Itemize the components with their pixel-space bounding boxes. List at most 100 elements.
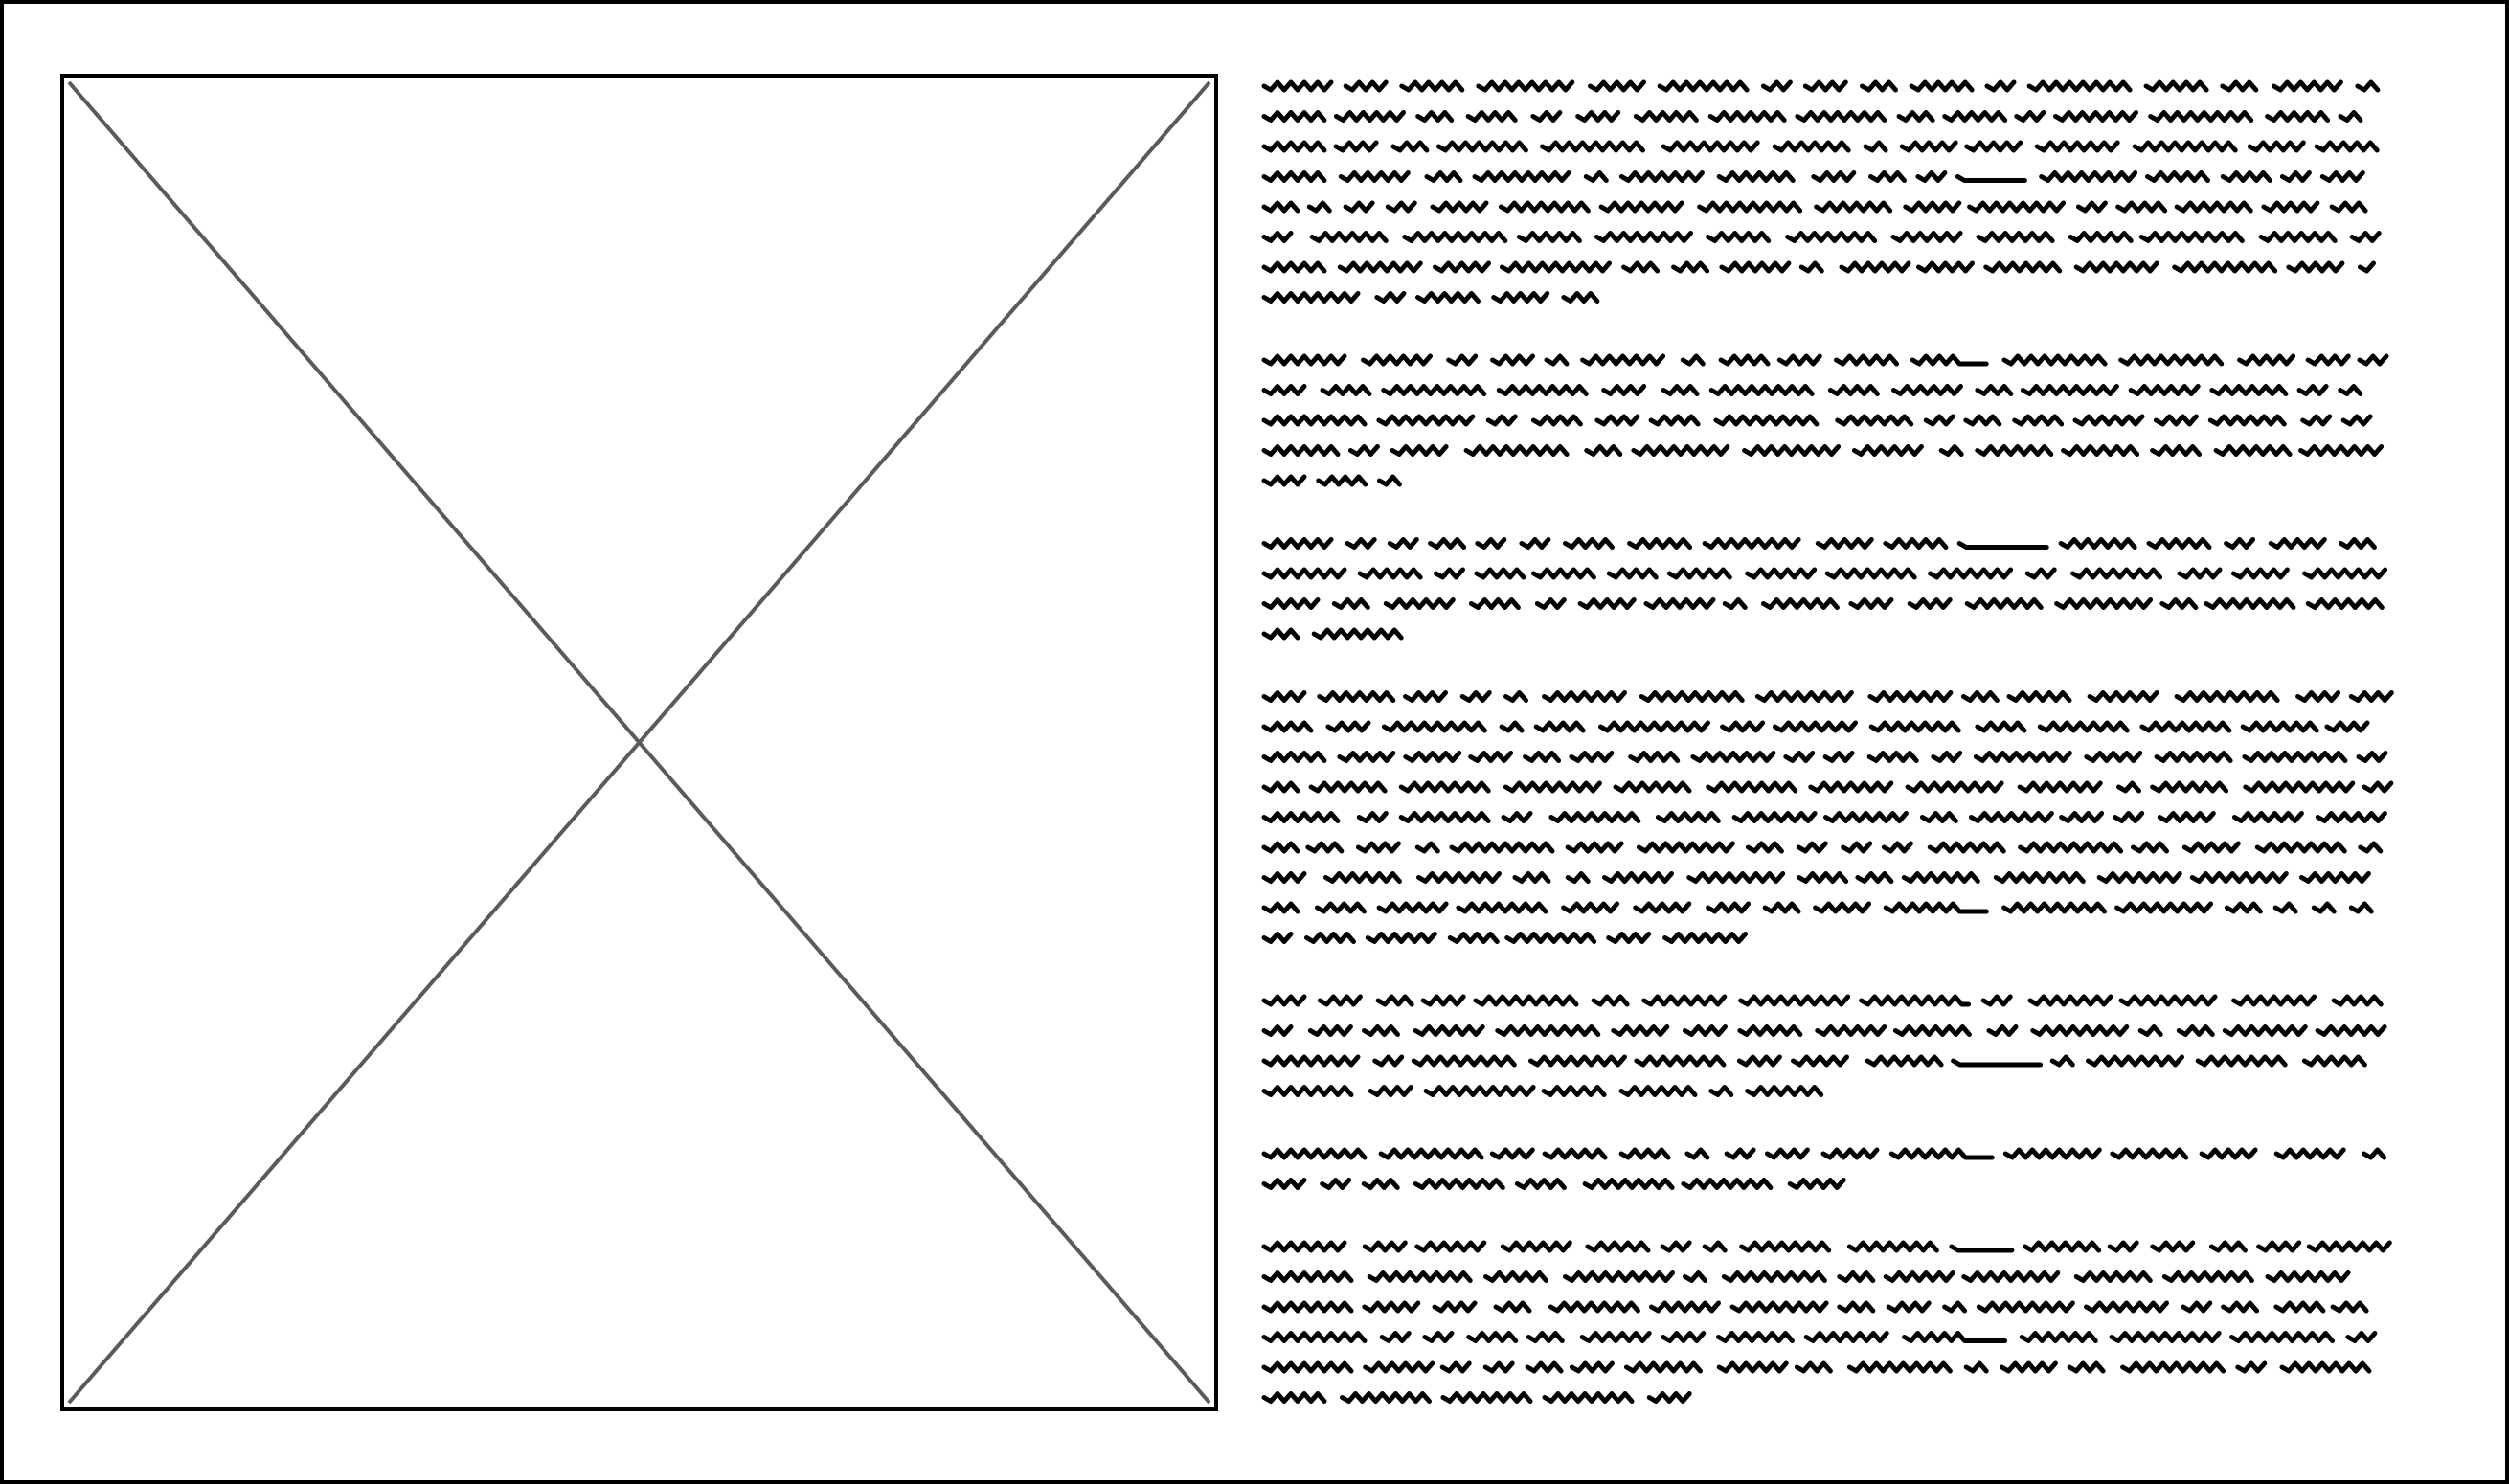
- scribble-word: [2237, 353, 2296, 367]
- scribble-word: [1390, 140, 1430, 153]
- scribble-word: [1791, 1054, 1849, 1068]
- scribble-word: [1628, 751, 1681, 763]
- scribble-word: [1891, 384, 1963, 396]
- scribble-word: [1899, 140, 1958, 153]
- scribble-word: [2272, 901, 2298, 914]
- scribble-word: [1261, 200, 1300, 214]
- scribble-word: [1565, 871, 1591, 884]
- scribble-word: [1594, 231, 1693, 243]
- scribble-line: [1261, 932, 1749, 944]
- scribble-word: [2235, 1360, 2268, 1374]
- scribble-line: [1261, 79, 2381, 93]
- scribble-word: [1500, 260, 1612, 274]
- scribble-word: [1919, 811, 1958, 823]
- scribble-word: [1794, 1360, 1833, 1374]
- scribble-line: [1261, 260, 2376, 274]
- scribble-word: [2207, 414, 2287, 427]
- scribble-word: [1378, 1147, 1484, 1160]
- scribble-word: [1680, 353, 1706, 367]
- scribble-word: [1886, 1300, 1932, 1314]
- scribble-word: [1365, 932, 1437, 944]
- scribble-word: [1776, 353, 1822, 367]
- scribble-word: [2311, 901, 2337, 914]
- scribble-word: [1387, 537, 1419, 550]
- scribble-word: [1787, 1178, 1846, 1190]
- scribble-word: [2315, 811, 2387, 823]
- scribble-word: [1311, 627, 1404, 641]
- scribble-word: [2128, 384, 2201, 396]
- scribble-word: [1577, 597, 1637, 610]
- scribble-word: [1868, 720, 1961, 733]
- scribble-line: [1261, 1300, 2369, 1314]
- scribble-word: [2115, 200, 2168, 214]
- scribble-word: [1967, 200, 2067, 214]
- scribble-word: [2138, 231, 2245, 243]
- scribble-word: [1501, 811, 1533, 823]
- scribble-word: [1905, 780, 2004, 794]
- scribble-word: [2110, 1147, 2189, 1160]
- scribble-line: [1261, 537, 2377, 550]
- scribble-word: [1896, 110, 1935, 123]
- scribble-line: [1261, 1054, 2367, 1068]
- image-placeholder-diagonal-2: [67, 80, 1211, 1405]
- scribble-word: [1824, 567, 1917, 580]
- scribble-word: [1706, 780, 1798, 794]
- scribble-word: [2116, 780, 2141, 794]
- scribble-word: [1413, 1178, 1505, 1190]
- scribble-line: [1261, 627, 1404, 641]
- scribble-word: [1434, 567, 1465, 580]
- scribble-word: [2222, 1024, 2308, 1037]
- scribble-word: [2256, 1240, 2302, 1253]
- scribble-word: [2305, 597, 2385, 610]
- scribble-word: [1611, 1024, 1670, 1037]
- scribble-word: [1584, 444, 1623, 457]
- scribble-word: [1633, 110, 1699, 123]
- scribble-word: [2118, 353, 2225, 367]
- scribble-word: [1530, 110, 1563, 123]
- scribble-word: [2150, 1240, 2196, 1253]
- scribble-word: [2314, 140, 2380, 153]
- scribble-word: [1745, 1085, 1824, 1097]
- scribble-word: [1841, 841, 1873, 854]
- scribble-word: [1621, 260, 1661, 274]
- scribble-word: [1813, 901, 1872, 914]
- scribble-word: [1910, 353, 1989, 367]
- scribble-word: [1446, 353, 1479, 367]
- scribble-word: [1883, 901, 1989, 914]
- scribble-word: [1493, 1300, 1532, 1314]
- scribble-word: [1416, 871, 1502, 884]
- scribble-word: [2001, 901, 2108, 914]
- scribble-word: [1308, 780, 1388, 794]
- scribble-word: [1261, 720, 1314, 733]
- scribble-word: [1261, 627, 1300, 641]
- scribble-word: [1569, 1360, 1615, 1374]
- scribble-word: [1837, 1270, 1876, 1283]
- scribble-word: [1439, 1360, 1472, 1374]
- scribble-word: [1702, 1240, 1728, 1253]
- scribble-word: [1548, 1300, 1640, 1314]
- scribble-word: [1433, 260, 1491, 274]
- scribble-word: [2143, 79, 2209, 93]
- scribble-word: [2174, 690, 2280, 703]
- scribble-word: [1706, 231, 1772, 243]
- scribble-line: [1261, 353, 2389, 367]
- scribble-word: [1476, 79, 1575, 93]
- scribble-word: [2199, 1147, 2258, 1160]
- scribble-word: [1686, 871, 1786, 884]
- scribble-word: [1320, 384, 1372, 396]
- scribble-word: [1333, 140, 1379, 153]
- scribble-line: [1261, 1085, 1824, 1097]
- scribble-word: [1468, 751, 1514, 763]
- scribble-word: [2229, 1331, 2335, 1343]
- scribble-word: [1795, 110, 1887, 123]
- scribble-word: [1601, 384, 1647, 396]
- scribble-line: [1261, 1360, 2372, 1374]
- scribble-word: [1993, 871, 2086, 884]
- scribble-word: [1485, 414, 1518, 427]
- scribble-word: [1754, 690, 1854, 703]
- scribble-word: [2020, 384, 2119, 396]
- scribble-word: [1415, 110, 1455, 123]
- scribble-word: [1345, 537, 1377, 550]
- scribble-word: [2018, 841, 2124, 854]
